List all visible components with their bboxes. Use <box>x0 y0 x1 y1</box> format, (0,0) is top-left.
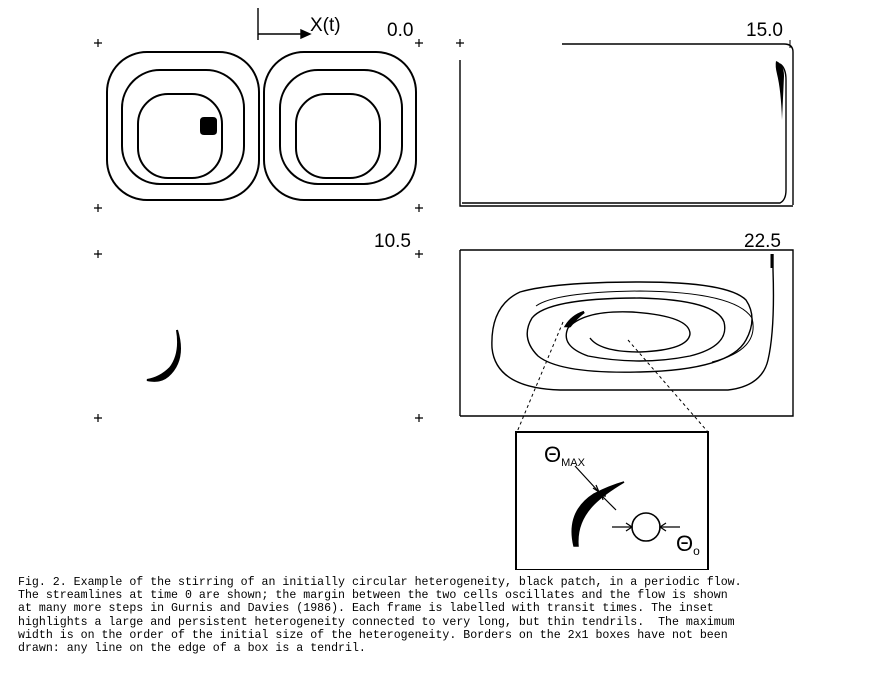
frame-22-5-tendrils <box>459 249 794 417</box>
figure: X(t) 0.0 15.0 10.5 22.5 ΘMAX Θo <box>94 8 794 570</box>
frame-label-10-5: 10.5 <box>374 231 411 252</box>
theta-max-arrow <box>574 465 599 492</box>
x-t-axis-label: X(t) <box>310 15 341 36</box>
frame-0-left-cell-streamlines <box>106 51 260 201</box>
frame-label-22-5: 22.5 <box>744 231 781 252</box>
frame-22-5-patch <box>563 310 585 328</box>
frame-15-patch <box>775 61 784 120</box>
inset-box <box>515 431 709 570</box>
x-t-axis-marker <box>257 8 312 40</box>
initial-black-patch <box>200 117 217 135</box>
theta-max-label: ΘMAX <box>544 442 586 469</box>
inset-connector-lines <box>516 321 709 433</box>
frame-15-corner-marks <box>456 39 464 47</box>
frame-10-5-corner-marks <box>94 250 423 422</box>
figure-caption: Fig. 2. Example of the stirring of an in… <box>18 576 742 656</box>
frame-label-15: 15.0 <box>746 20 783 41</box>
theta-0-label: Θo <box>676 531 700 558</box>
inset-content <box>571 465 680 547</box>
frame-label-0: 0.0 <box>387 20 413 41</box>
theta-max-arrow-lower <box>602 496 617 511</box>
frame-0-right-cell-streamlines <box>263 51 417 201</box>
frame-10-5-patch <box>146 329 181 382</box>
inset-initial-circle <box>631 512 661 542</box>
frame-15-tendrils <box>459 40 794 207</box>
inset-tendril-patch <box>571 481 625 547</box>
frame-0-corner-marks <box>94 39 423 212</box>
